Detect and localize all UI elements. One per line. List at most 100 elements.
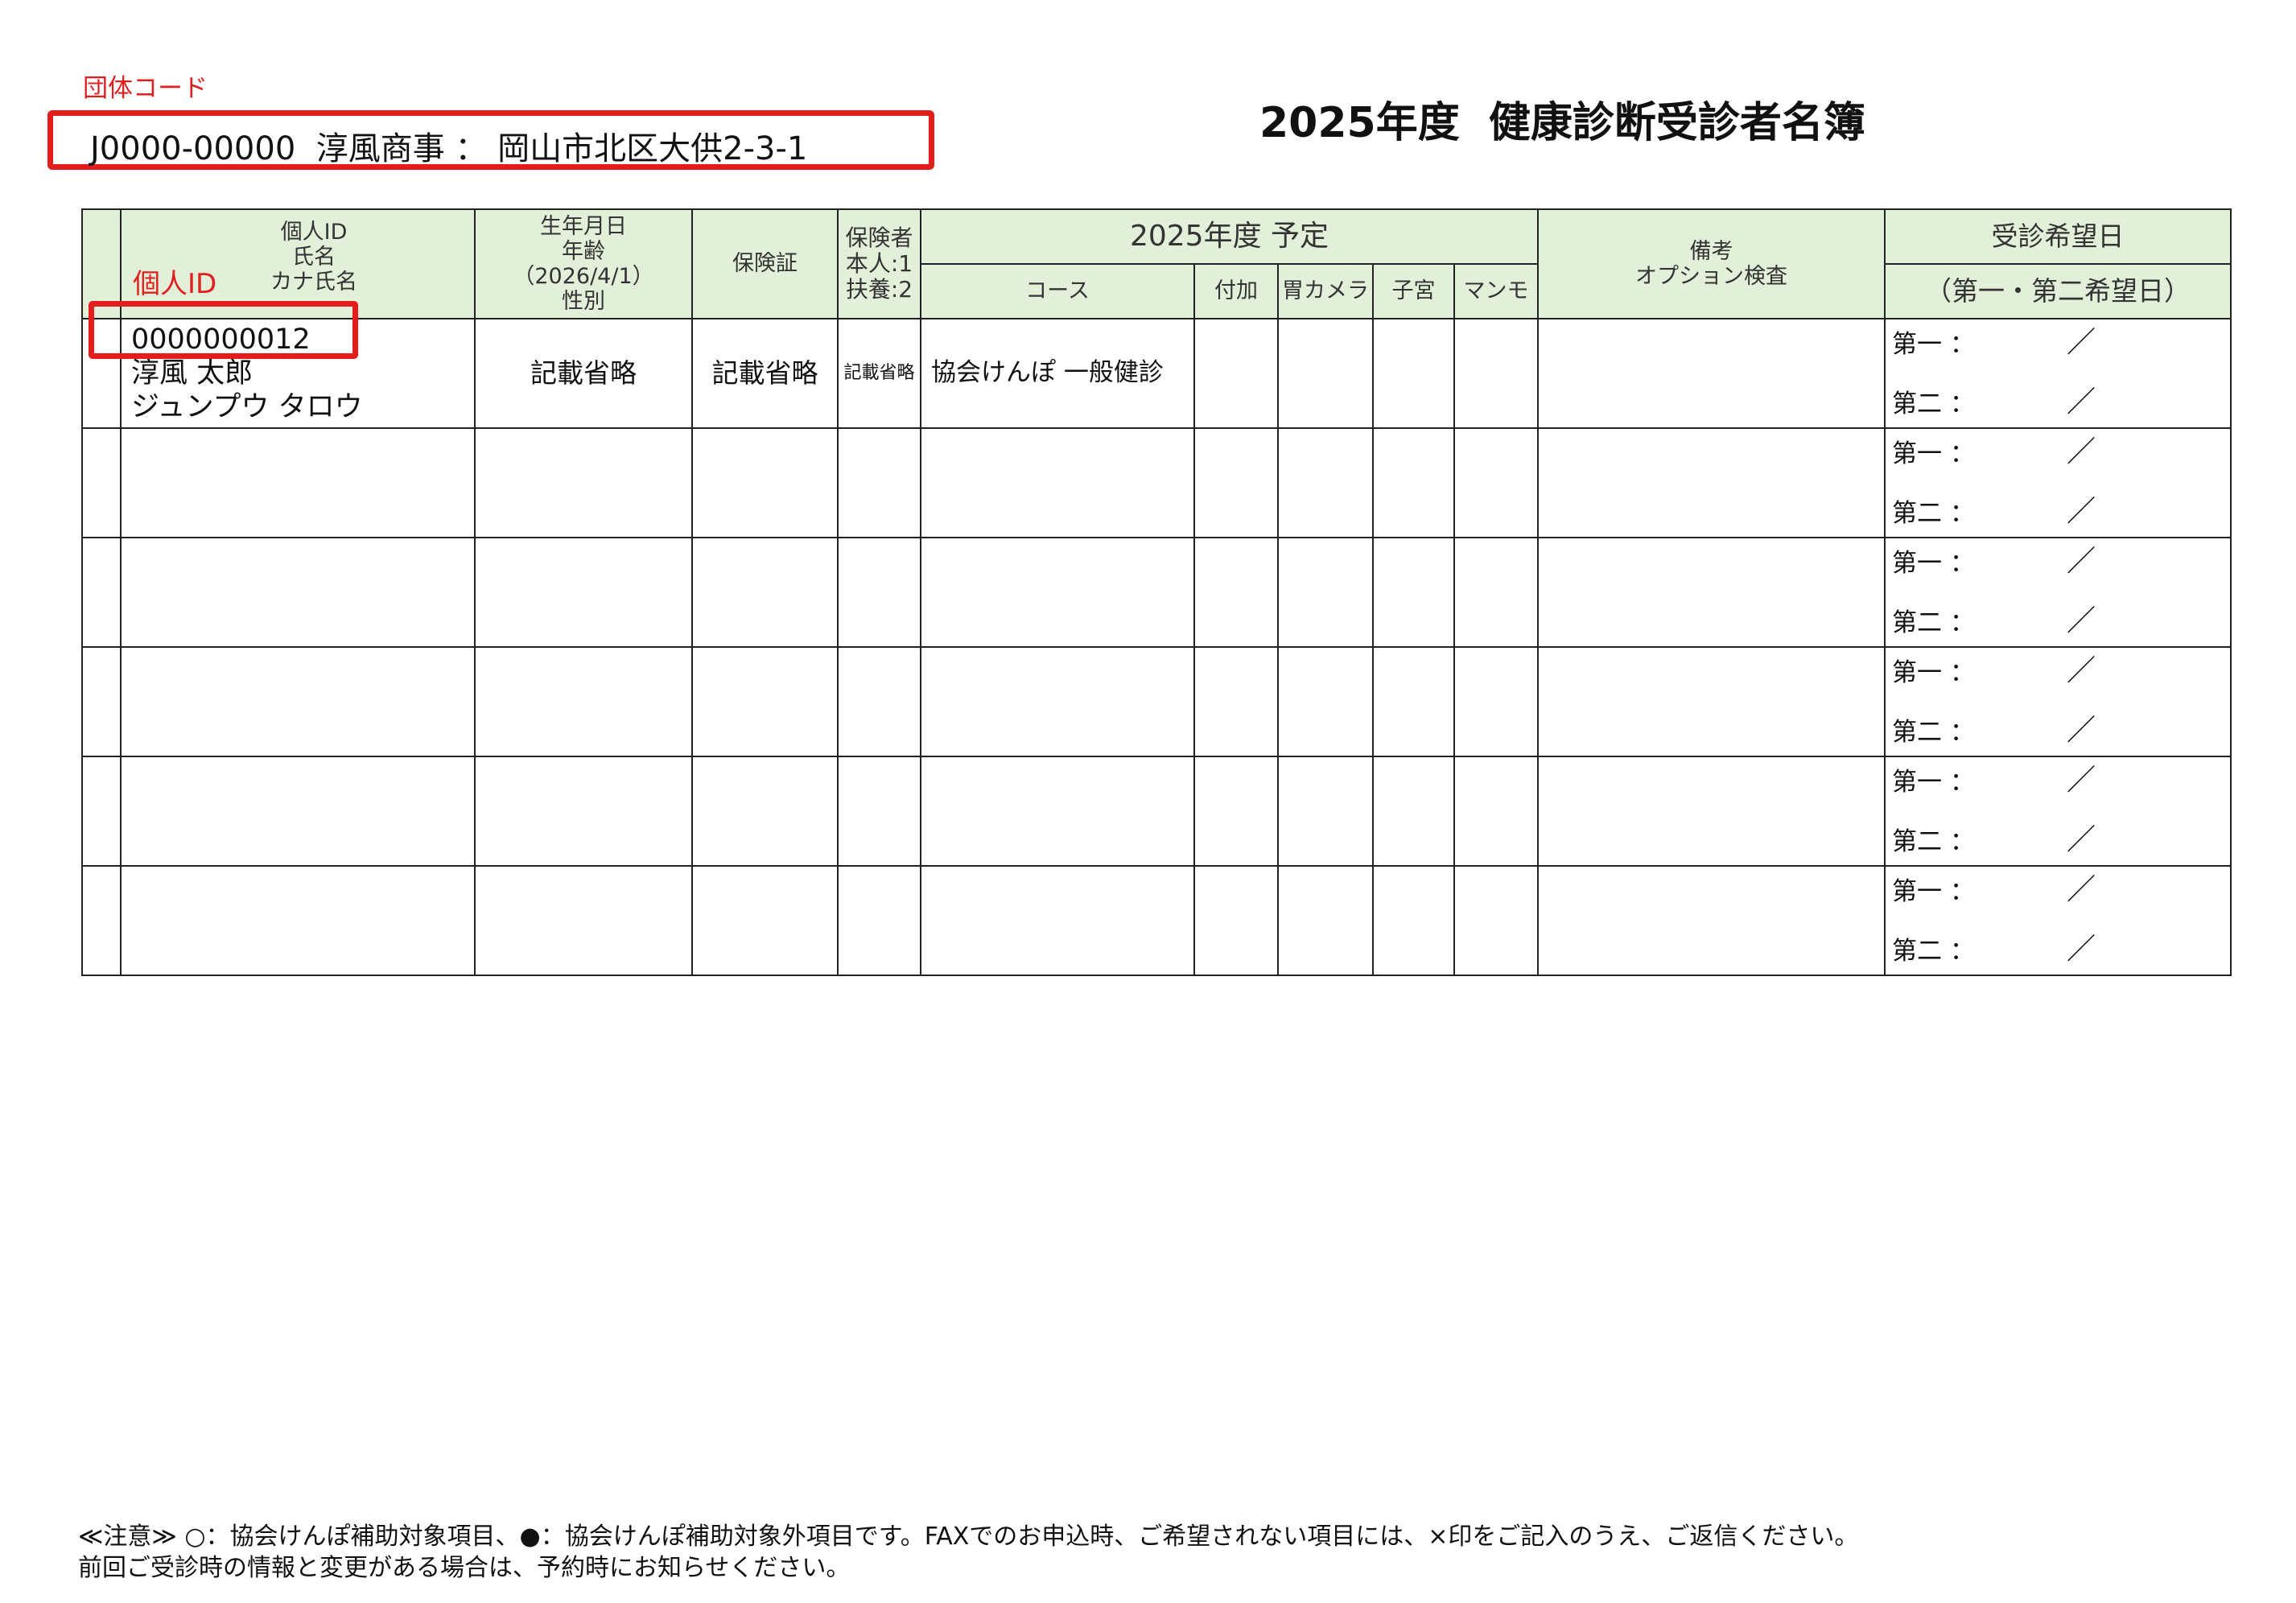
insured-cell[interactable] — [837, 427, 921, 538]
row-marker-cell[interactable] — [81, 865, 122, 976]
row-marker-cell[interactable] — [81, 646, 122, 757]
gastro-cell[interactable] — [1277, 865, 1374, 976]
mammo-cell[interactable] — [1453, 537, 1539, 648]
second-choice-slash: ／ — [2067, 385, 2096, 418]
second-choice-label: 第二 ： — [1892, 937, 1975, 966]
insured-cell[interactable] — [837, 646, 921, 757]
gastro-cell[interactable] — [1277, 318, 1374, 429]
birth-cell[interactable] — [474, 756, 693, 867]
first-choice-label: 第一 ： — [1892, 549, 1975, 578]
person-cell[interactable] — [120, 865, 476, 976]
additional-cell[interactable] — [1193, 427, 1279, 538]
remarks-cell[interactable] — [1537, 756, 1886, 867]
uterus-cell[interactable] — [1372, 318, 1455, 429]
row-marker-cell[interactable] — [81, 537, 122, 648]
header-preferred: 受診希望日 — [1884, 208, 2232, 265]
insurance-card-cell[interactable] — [691, 537, 839, 648]
remarks-cell[interactable] — [1537, 865, 1886, 976]
table-row: 0000000012 淳風 太郎 ジュンプウ タロウ 記載省略 記載省略 記載省略 協会けん… — [81, 318, 2232, 429]
mammo-cell[interactable] — [1453, 865, 1539, 976]
gastro-cell[interactable] — [1277, 756, 1374, 867]
second-choice-label: 第二 ： — [1892, 499, 1975, 528]
mammo-cell[interactable] — [1453, 318, 1539, 429]
preferred-date-cell[interactable]: 第一 ： ／ 第二 ： ／ — [1884, 756, 2232, 867]
second-choice-slash: ／ — [2067, 714, 2096, 747]
course-cell[interactable] — [920, 756, 1195, 867]
header-name: 氏名 — [292, 245, 336, 270]
uterus-cell[interactable] — [1372, 646, 1455, 757]
course-cell[interactable] — [920, 537, 1195, 648]
uterus-cell[interactable] — [1372, 756, 1455, 867]
row-marker-cell[interactable] — [81, 318, 122, 429]
course-cell[interactable] — [920, 427, 1195, 538]
header-additional: 付加 — [1193, 263, 1279, 319]
birth-cell[interactable] — [474, 427, 693, 538]
uterus-cell[interactable] — [1372, 537, 1455, 648]
insurance-card-cell[interactable] — [691, 865, 839, 976]
header-birth: 生年月日 年齢 （2026/4/1） 性別 — [474, 208, 693, 319]
person-cell[interactable] — [120, 427, 476, 538]
preferred-date-cell[interactable]: 第一 ： ／ 第二 ： ／ — [1884, 427, 2232, 538]
insurance-card-cell[interactable] — [691, 427, 839, 538]
course-cell[interactable] — [920, 865, 1195, 976]
insured-cell[interactable] — [837, 756, 921, 867]
footer-note-line1: ≪注意≫ ○：協会けんぽ補助対象項目、●：協会けんぽ補助対象外項目です。FAXで… — [78, 1523, 1859, 1551]
row-marker-cell[interactable] — [81, 427, 122, 538]
course-cell[interactable]: 協会けんぽ 一般健診 — [920, 318, 1195, 429]
mammo-cell[interactable] — [1453, 756, 1539, 867]
birth-cell[interactable]: 記載省略 — [474, 318, 693, 429]
person-cell[interactable] — [120, 756, 476, 867]
person-cell[interactable]: 0000000012 淳風 太郎 ジュンプウ タロウ — [120, 318, 476, 429]
uterus-cell[interactable] — [1372, 427, 1455, 538]
mammo-cell[interactable] — [1453, 427, 1539, 538]
insured-cell[interactable] — [837, 865, 921, 976]
additional-cell[interactable] — [1193, 318, 1279, 429]
birth-cell[interactable] — [474, 865, 693, 976]
birth-cell[interactable] — [474, 537, 693, 648]
header-gastro: 胃カメラ — [1277, 263, 1374, 319]
mammo-cell[interactable] — [1453, 646, 1539, 757]
remarks-cell[interactable] — [1537, 427, 1886, 538]
insured-cell[interactable] — [837, 537, 921, 648]
first-choice-label: 第一 ： — [1892, 877, 1975, 906]
remarks-cell[interactable] — [1537, 537, 1886, 648]
preferred-date-cell[interactable]: 第一 ： ／ 第二 ： ／ — [1884, 865, 2232, 976]
person-id: 0000000012 — [131, 323, 311, 356]
preferred-date-cell[interactable]: 第一 ： ／ 第二 ： ／ — [1884, 537, 2232, 648]
group-code-label: 団体コード — [83, 74, 208, 103]
insured-cell[interactable]: 記載省略 — [837, 318, 921, 429]
additional-cell[interactable] — [1193, 537, 1279, 648]
person-cell[interactable] — [120, 646, 476, 757]
person-kana: ジュンプウ タロウ — [131, 391, 363, 423]
header-remarks: 備考 オプション検査 — [1537, 208, 1886, 319]
header-insured-self: 本人:1 — [845, 249, 913, 277]
gastro-cell[interactable] — [1277, 537, 1374, 648]
page-title: 2025年度 健康診断受診者名簿 — [1259, 99, 1865, 147]
table-row: 第一 ： ／ 第二 ： ／ — [81, 537, 2232, 648]
first-choice-slash: ／ — [2067, 764, 2096, 797]
person-id-highlight-label: 個人ID — [133, 267, 217, 300]
first-choice-slash: ／ — [2067, 435, 2096, 468]
preferred-date-cell[interactable]: 第一 ： ／ 第二 ： ／ — [1884, 646, 2232, 757]
person-cell[interactable] — [120, 537, 476, 648]
remarks-cell[interactable] — [1537, 646, 1886, 757]
additional-cell[interactable] — [1193, 646, 1279, 757]
insurance-card-cell[interactable] — [691, 646, 839, 757]
preferred-date-cell[interactable]: 第一 ： ／ 第二 ： ／ — [1884, 318, 2232, 429]
gastro-cell[interactable] — [1277, 427, 1374, 538]
group-info-highlight — [47, 110, 934, 170]
table-row: 第一 ： ／ 第二 ： ／ — [81, 756, 2232, 867]
insurance-card-cell[interactable]: 記載省略 — [691, 318, 839, 429]
uterus-cell[interactable] — [1372, 865, 1455, 976]
group-info: J0000-00000 淳風商事 ： 岡山市北区大供2-3-1 — [90, 130, 808, 167]
table-row: 第一 ： ／ 第二 ： ／ — [81, 427, 2232, 538]
birth-cell[interactable] — [474, 646, 693, 757]
course-cell[interactable] — [920, 646, 1195, 757]
additional-cell[interactable] — [1193, 756, 1279, 867]
insurance-card-cell[interactable] — [691, 756, 839, 867]
gastro-cell[interactable] — [1277, 646, 1374, 757]
row-marker-cell[interactable] — [81, 756, 122, 867]
footer-note: ≪注意≫ ○：協会けんぽ補助対象項目、●：協会けんぽ補助対象外項目です。FAXで… — [78, 1521, 1858, 1584]
additional-cell[interactable] — [1193, 865, 1279, 976]
remarks-cell[interactable] — [1537, 318, 1886, 429]
